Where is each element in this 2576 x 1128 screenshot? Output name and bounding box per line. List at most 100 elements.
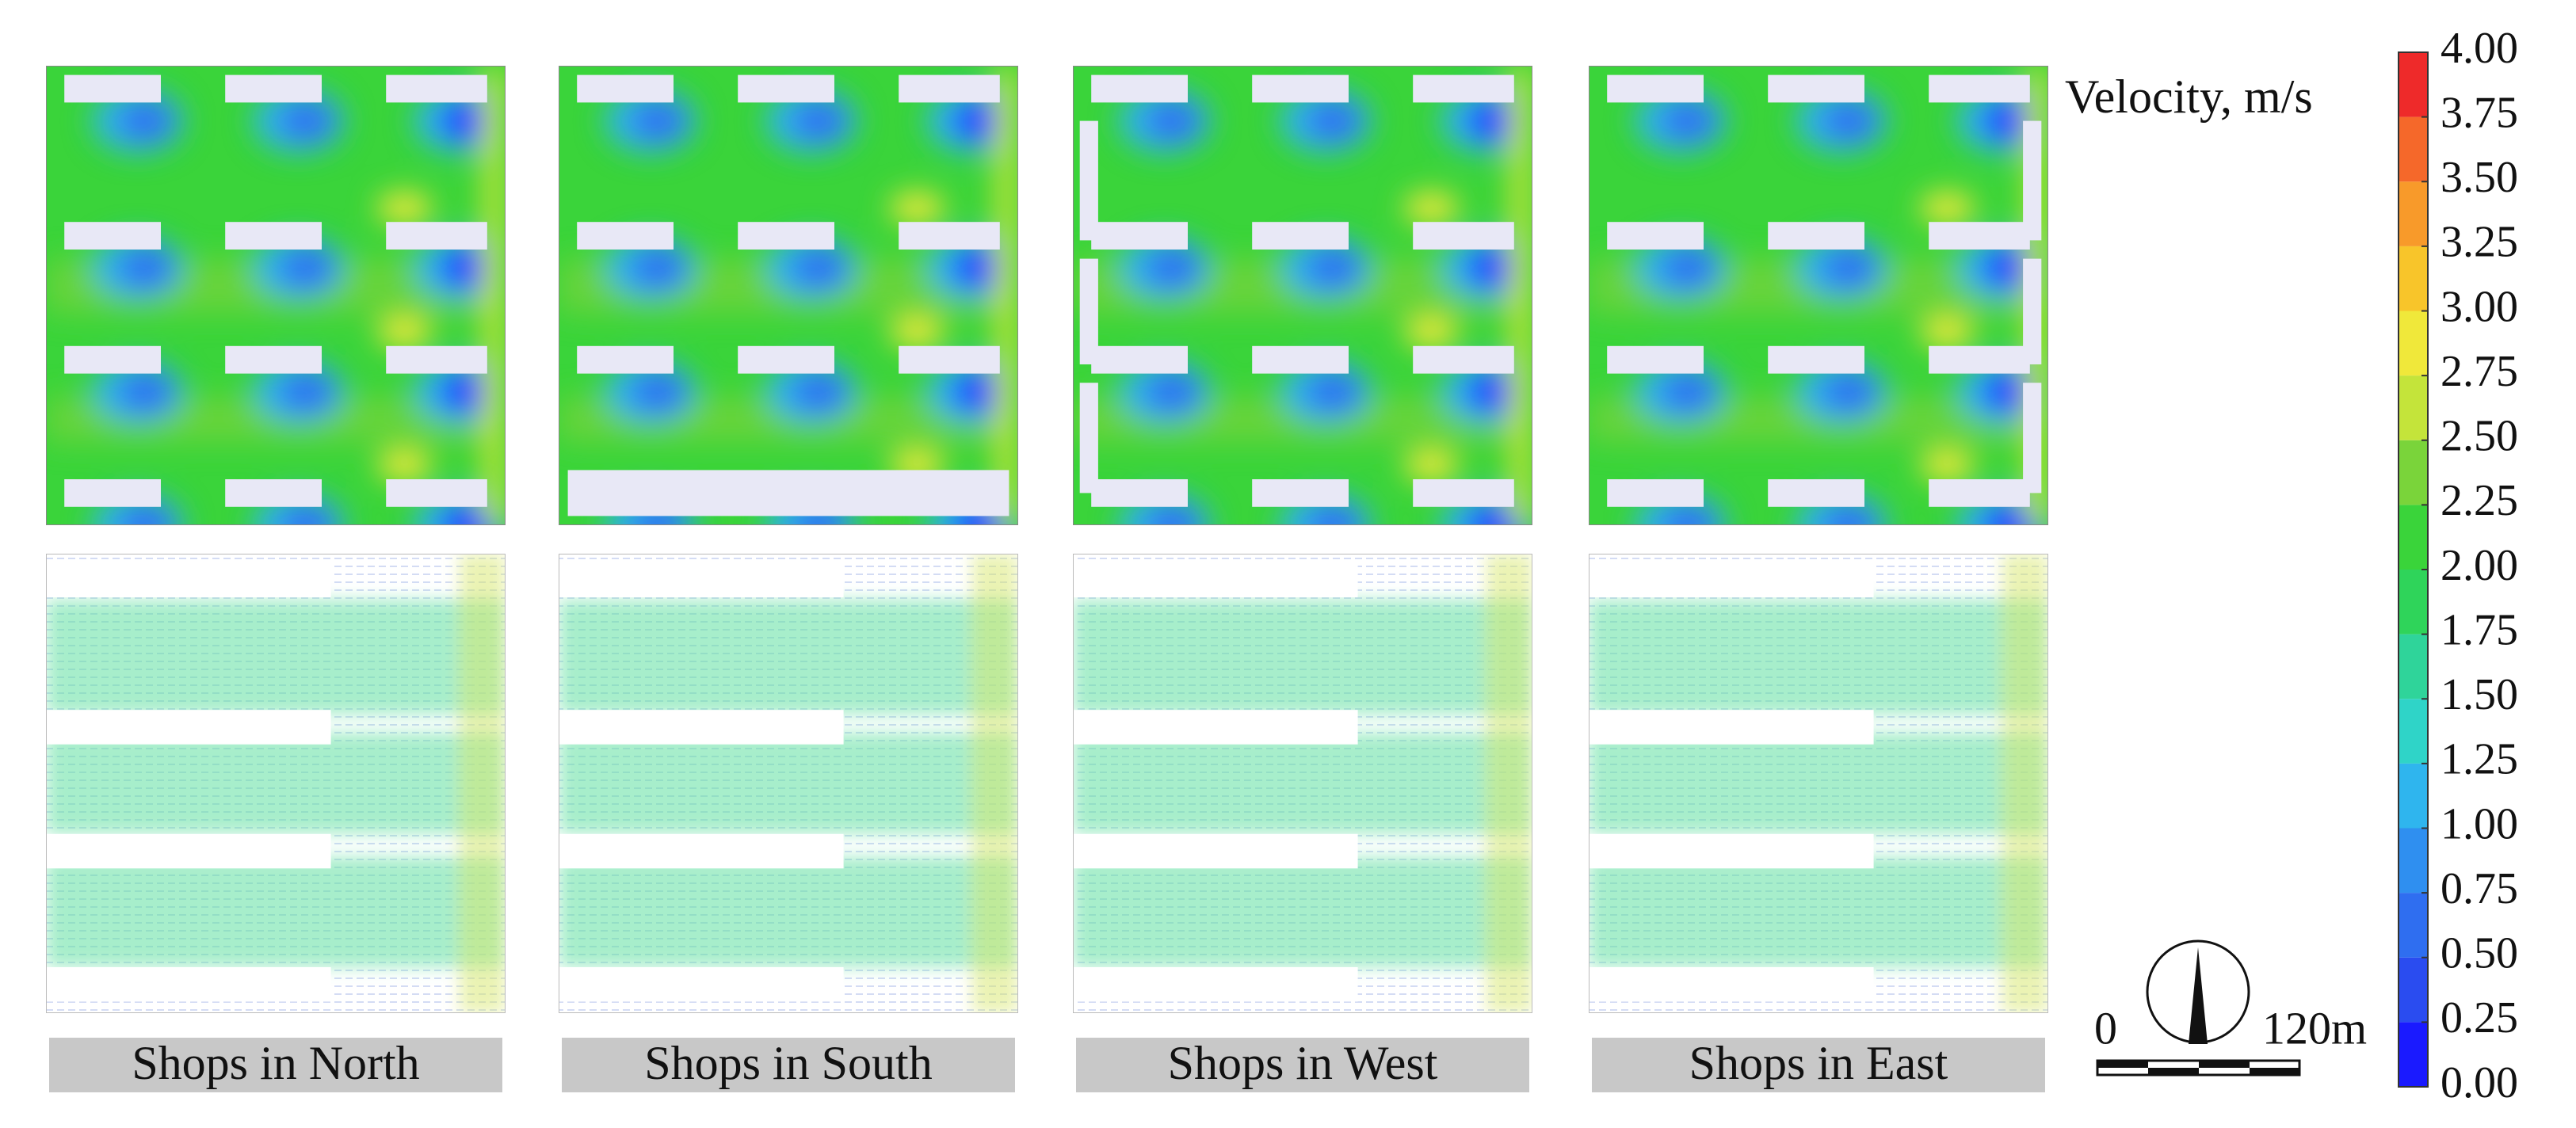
low-speed <box>118 100 174 142</box>
low-speed <box>952 371 1008 413</box>
high-speed <box>1919 449 1975 482</box>
scale-start: 0 <box>2094 1002 2117 1054</box>
shop <box>1079 383 1098 494</box>
flow-band <box>1589 856 2048 967</box>
colorbar-tick-label: 1.75 <box>2441 605 2518 654</box>
vector-field <box>46 554 506 1013</box>
contour-field <box>1589 66 2048 525</box>
contour-field <box>1073 66 1532 525</box>
low-speed <box>440 247 495 289</box>
low-speed <box>118 371 174 413</box>
wake <box>559 562 844 598</box>
flow-band <box>1073 856 1532 967</box>
flow-band <box>46 733 506 834</box>
high-speed <box>889 316 945 349</box>
shop <box>2023 383 2042 494</box>
building <box>1929 479 2030 507</box>
colorbar-tick-label: 2.75 <box>2441 347 2518 396</box>
flow-band <box>46 600 506 715</box>
building <box>1607 345 1704 374</box>
colorbar-tick-label: 0.00 <box>2441 1058 2518 1107</box>
low-speed <box>631 247 686 289</box>
building <box>1252 345 1349 374</box>
low-speed <box>1467 371 1522 413</box>
low-speed <box>440 504 495 525</box>
colorbar-bin <box>2399 893 2428 958</box>
wake <box>559 967 844 1002</box>
high-speed <box>376 316 433 349</box>
scale-bar <box>2096 939 2301 1077</box>
wake <box>1589 833 1874 869</box>
building <box>64 479 161 507</box>
flow-edge <box>2002 554 2048 1013</box>
wake <box>1073 833 1358 869</box>
building <box>64 222 161 250</box>
colorbar-title: Velocity, m/s <box>2065 70 2313 123</box>
colorbar-tick-label: 3.25 <box>2441 218 2518 267</box>
colorbar-tick-label: 1.00 <box>2441 799 2518 848</box>
building <box>225 222 322 250</box>
high-speed <box>1403 192 1460 225</box>
colorbar-tick-label: 3.00 <box>2441 282 2518 331</box>
vector-field <box>559 554 1018 1013</box>
contour-plot <box>1073 66 1532 525</box>
building <box>1607 74 1704 103</box>
building <box>1413 479 1514 507</box>
building <box>1768 345 1864 374</box>
colorbar-tick-label: 2.00 <box>2441 541 2518 590</box>
label-box <box>1076 1038 1529 1092</box>
contour-plot <box>559 66 1018 525</box>
high-speed <box>1919 316 1975 349</box>
label-box <box>49 1038 502 1092</box>
low-speed <box>118 247 174 289</box>
wake <box>46 833 331 869</box>
high-speed <box>376 192 433 225</box>
building <box>1768 74 1864 103</box>
building <box>1768 479 1864 507</box>
low-speed <box>1467 100 1522 142</box>
contour-field <box>46 66 506 525</box>
colorbar-bin <box>2399 957 2428 1023</box>
building <box>225 479 322 507</box>
flow-edge <box>460 554 506 1013</box>
building <box>1091 222 1188 250</box>
wake <box>46 967 331 1002</box>
vector-plot <box>1589 554 2048 1013</box>
scale-end: 120m <box>2262 1002 2367 1054</box>
low-speed <box>1661 504 1716 525</box>
low-speed <box>1822 371 1877 413</box>
high-speed <box>376 449 433 482</box>
colorbar-bin <box>2399 634 2428 699</box>
low-speed <box>792 100 847 142</box>
colorbar-bin <box>2399 440 2428 505</box>
edge <box>483 66 506 525</box>
colorbar-tick-label: 0.75 <box>2441 864 2518 913</box>
colorbar-tick-label: 1.50 <box>2441 670 2518 719</box>
wake <box>1589 967 1874 1002</box>
building <box>1929 345 2030 374</box>
colorbar-tick-label: 2.25 <box>2441 476 2518 525</box>
wake <box>559 833 844 869</box>
vector-plot <box>1073 554 1532 1013</box>
low-speed <box>792 247 847 289</box>
low-speed <box>1822 504 1877 525</box>
low-speed <box>279 100 334 142</box>
low-speed <box>631 100 686 142</box>
building <box>1413 74 1514 103</box>
building <box>1252 479 1349 507</box>
low-speed <box>1661 247 1716 289</box>
high-speed <box>1919 192 1975 225</box>
low-speed <box>1661 100 1716 142</box>
building <box>64 74 161 103</box>
building <box>1091 74 1188 103</box>
low-speed <box>118 504 174 525</box>
wake <box>1589 562 1874 598</box>
building <box>386 222 487 250</box>
building <box>1413 345 1514 374</box>
building <box>1091 345 1188 374</box>
label-box <box>1592 1038 2045 1092</box>
building <box>738 345 834 374</box>
building <box>577 345 674 374</box>
building <box>1929 222 2030 250</box>
